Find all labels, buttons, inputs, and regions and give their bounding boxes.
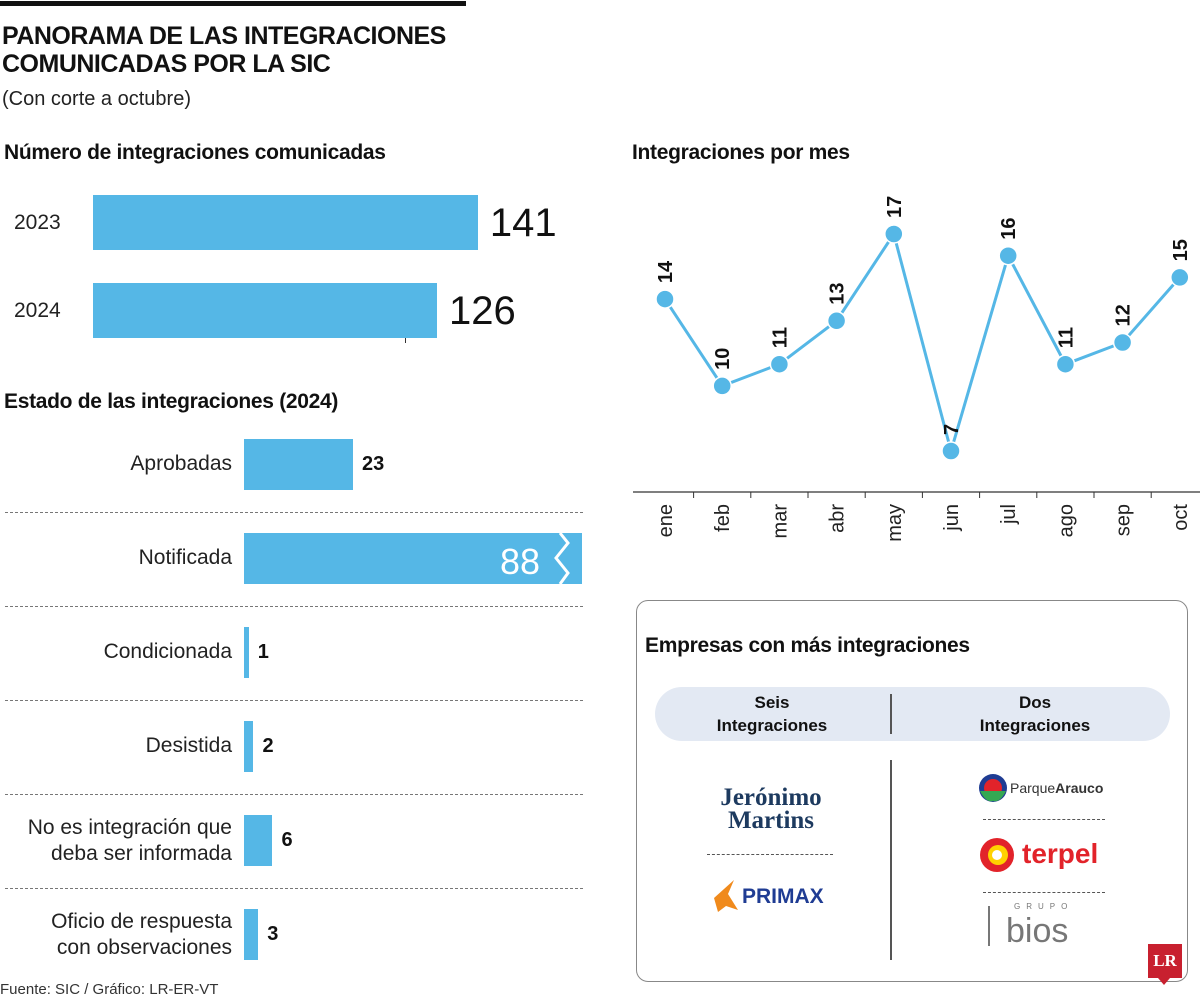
data-label: 14 [655,260,677,283]
data-label: 17 [884,196,906,218]
data-point [941,441,961,461]
jeronimo-martins-logo: Jerónimo Martins [720,784,822,834]
title-line-1: PANORAMA DE LAS INTEGRACIONES [2,22,446,50]
axis-tick [405,338,406,343]
category-label: Aprobadas [130,452,232,475]
bar-2023 [93,195,478,250]
data-label: 11 [1055,327,1077,348]
bar-value: 88 [499,541,540,582]
category-label: Oficio de respuesta con observaciones [51,910,232,959]
data-point [884,224,904,244]
break-mark [554,533,570,584]
chart2-title: Estado de las integraciones (2024) [4,390,339,413]
col-two-header: Dos Integraciones [979,693,1091,735]
bar-value: 1 [257,641,269,663]
x-tick-label: ago [1055,504,1077,537]
terpel-icon [980,838,1014,872]
column-divider [890,760,892,960]
separator [5,888,583,889]
bar-4 [244,815,273,866]
companies-title: Empresas con más integraciones [645,634,970,657]
parque-arauco-logo: ParqueArauco [978,773,1118,805]
data-point [1170,267,1190,288]
bios-wordmark: bios [1006,912,1069,950]
year-label: 2024 [14,299,61,322]
grupo-bios-logo: GRUPO bios [988,902,1098,950]
separator [5,794,583,795]
bar-2 [244,627,249,678]
data-point [1055,354,1076,374]
lr-logo-tail [1158,978,1170,985]
bar-value: 23 [362,453,385,475]
data-point [712,376,732,396]
terpel-logo: terpel [978,836,1108,874]
separator [983,892,1105,893]
col-six-header: Seis Integraciones [716,693,828,735]
bar-2024 [93,283,437,338]
companies-box [636,600,1188,982]
primax-logo: PRIMAX [710,878,840,914]
data-point [655,289,675,309]
x-tick-label: oct [1170,504,1192,531]
x-tick-label: abr [827,504,849,533]
data-label: 12 [1113,304,1135,326]
separator [707,854,833,855]
separator [983,819,1105,820]
top-rule [0,1,466,6]
x-tick-label: ene [655,504,677,537]
data-label: 16 [998,217,1020,239]
data-label: 7 [941,424,963,435]
title-line-2: COMUNICADAS POR LA SIC [2,50,331,78]
separator [5,606,583,607]
data-label: 10 [712,348,734,370]
parque-arauco-icon [979,774,1007,802]
footer-source: Fuente: SIC / Gráfico: LR-ER-VT [0,981,219,998]
lr-logo: LR [1148,944,1182,978]
bar-0 [244,439,354,490]
data-point [1112,332,1133,353]
chart1-title: Número de integraciones comunicadas [4,141,386,164]
category-label: Notificada [138,546,232,569]
companies-header [655,687,1170,741]
x-tick-label: feb [712,504,734,532]
bios-grupo-text: GRUPO [1014,902,1074,911]
bar-value: 126 [448,289,516,333]
bar-value: 2 [262,735,274,757]
separator [5,512,583,513]
category-label: Condicionada [103,640,232,663]
bar-5 [244,909,259,960]
bar-value: 141 [489,201,557,245]
category-label: No es integración que deba ser informada [27,816,232,865]
terpel-wordmark: terpel [1022,838,1099,869]
parque-arauco-wordmark: ParqueArauco [1010,780,1104,796]
data-label: 11 [769,327,791,348]
page-title: PANORAMA DE LAS INTEGRACIONES COMUNICADAS… [2,22,446,78]
year-label: 2023 [14,211,61,234]
bios-bar [988,906,990,946]
data-point [769,354,790,374]
x-tick-label: jun [941,504,963,532]
chart3-title: Integraciones por mes [632,141,850,164]
primax-icon [714,880,738,912]
bar-3 [244,721,254,772]
bar-value: 6 [281,829,293,851]
category-label: Desistida [145,734,232,757]
data-point [826,311,847,331]
bar-value: 3 [267,923,279,945]
bar-1 [244,533,582,584]
header-divider [890,694,892,734]
x-tick-label: may [884,504,906,542]
x-tick-label: sep [1113,504,1135,536]
primax-wordmark: PRIMAX [742,885,824,908]
data-label: 13 [827,283,849,305]
separator [5,700,583,701]
x-tick-label: mar [769,504,791,539]
line-chart: 14 ene 10 feb 11 mar 13 abr 17 may 7 jun 16 jul 11 ago 1… [633,196,1200,542]
data-point [998,245,1018,266]
subtitle: (Con corte a octubre) [2,88,191,110]
data-label: 15 [1170,239,1192,261]
series-line [663,230,1181,457]
x-tick-label: jul [998,504,1020,525]
